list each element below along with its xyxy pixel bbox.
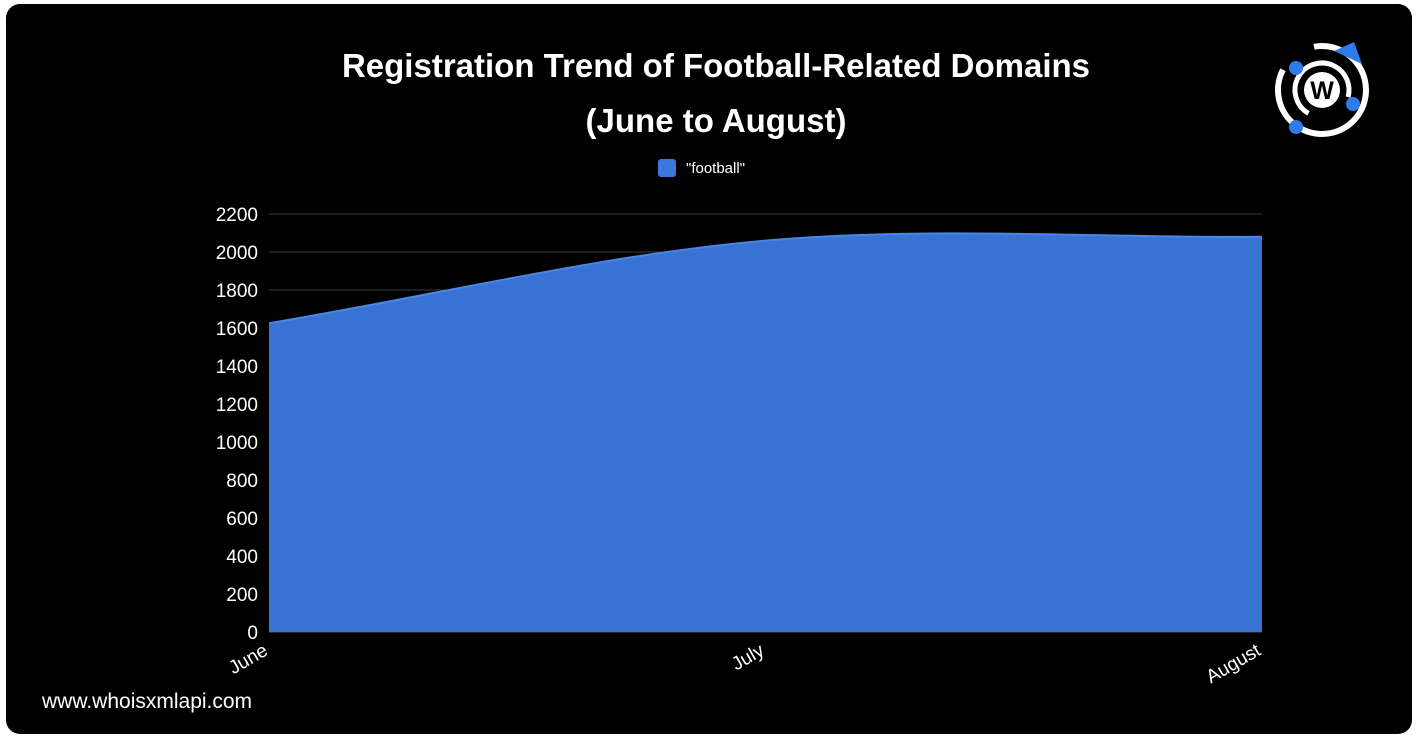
y-tick-label-200: 200 xyxy=(226,585,258,606)
y-tick-label-2200: 2200 xyxy=(216,205,258,226)
area-chart: 0 200 400 600 800 1000 1200 1400 1600 1800 2000 220… xyxy=(216,205,1265,688)
legend-swatch xyxy=(658,159,676,177)
chart-legend: "football" xyxy=(658,157,745,179)
y-tick-label-0: 0 xyxy=(247,623,258,644)
chart-title-line-2: (June to August) xyxy=(585,102,847,139)
y-tick-label-1400: 1400 xyxy=(216,357,258,378)
x-tick-label-august: August xyxy=(1203,640,1265,688)
y-tick-label-1200: 1200 xyxy=(216,395,258,416)
y-tick-label-600: 600 xyxy=(226,509,258,530)
x-tick-label-july: July xyxy=(728,640,768,675)
y-tick-label-800: 800 xyxy=(226,471,258,492)
logo-letter: W xyxy=(1310,77,1334,105)
y-tick-label-1600: 1600 xyxy=(216,319,258,340)
chart-title-line-1: Registration Trend of Football-Related D… xyxy=(341,47,1091,84)
chart-card: Registration Trend of Football-Related D… xyxy=(6,4,1412,734)
x-tick-label-june: June xyxy=(225,640,271,679)
y-tick-label-400: 400 xyxy=(226,547,258,568)
y-tick-label-1800: 1800 xyxy=(216,281,258,302)
y-tick-label-1000: 1000 xyxy=(216,433,258,454)
series-area-football xyxy=(269,233,1262,632)
chart-title: Registration Trend of Football-Related D… xyxy=(6,38,1412,148)
series-line-football xyxy=(268,232,1263,325)
watermark-url: www.whoisxmlapi.com xyxy=(42,690,253,713)
legend-label: "football" xyxy=(686,159,746,177)
whoisxmlapi-logo-icon: W xyxy=(1275,42,1369,137)
y-tick-label-2000: 2000 xyxy=(216,243,258,264)
